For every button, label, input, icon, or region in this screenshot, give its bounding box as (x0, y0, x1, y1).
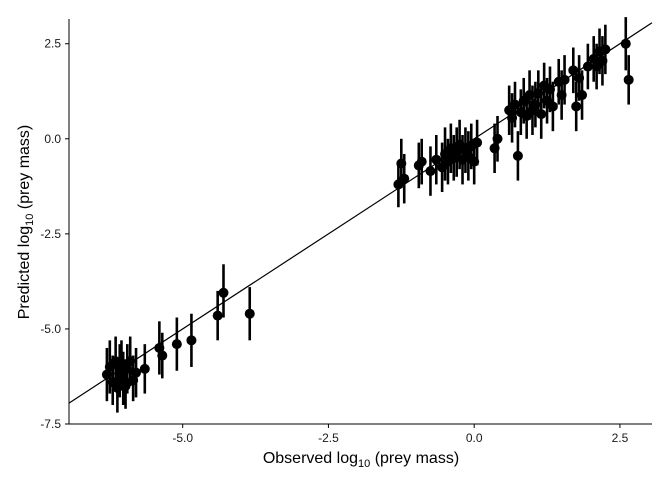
data-point (431, 154, 442, 165)
data-point (556, 90, 567, 101)
data-point (588, 53, 599, 64)
data-point (120, 380, 131, 391)
data-point (620, 38, 631, 49)
x-tick-label: -2.5 (318, 431, 339, 445)
data-point (118, 373, 129, 384)
data-point (186, 335, 197, 346)
data-point (530, 99, 541, 110)
data-point (574, 72, 585, 83)
data-point (577, 90, 588, 101)
data-point (492, 133, 503, 144)
data-point (122, 363, 133, 374)
data-point (139, 363, 150, 374)
data-point (416, 156, 427, 167)
data-point (559, 74, 570, 85)
data-point (101, 369, 112, 380)
data-point (524, 90, 535, 101)
chart-marks (68, 17, 653, 413)
identity-line (68, 22, 653, 404)
data-point (112, 382, 123, 393)
y-axis-ticks: -7.5 -5.0 -2.5 0.0 2.5 (40, 37, 69, 431)
data-point (451, 147, 462, 158)
data-point (512, 150, 523, 161)
data-point (623, 74, 634, 85)
data-point (125, 356, 136, 367)
x-axis-ticks: -5.0 -2.5 0.0 2.5 (172, 424, 629, 445)
data-point (568, 65, 579, 76)
x-axis-title: Observed log10 (prey mass) (263, 450, 459, 470)
data-point (600, 44, 611, 55)
data-point (157, 350, 168, 361)
data-point (509, 99, 520, 110)
data-point (212, 310, 223, 321)
x-tick-label: 0.0 (466, 431, 483, 445)
data-point (472, 137, 483, 148)
x-tick-label: 2.5 (612, 431, 629, 445)
data-point (571, 101, 582, 112)
data-point (582, 61, 593, 72)
y-tick-label: 2.5 (44, 37, 61, 51)
x-tick-label: -5.0 (172, 431, 193, 445)
data-point (128, 375, 139, 386)
data-point (244, 308, 255, 319)
data-point (154, 342, 165, 353)
data-point (489, 143, 500, 154)
data-point (171, 339, 182, 350)
data-point (597, 55, 608, 66)
data-point (469, 156, 480, 167)
data-point (425, 166, 436, 177)
y-tick-label: -7.5 (40, 417, 61, 431)
data-point (533, 88, 544, 99)
data-point (218, 287, 229, 298)
y-tick-label: 0.0 (44, 132, 61, 146)
data-point (131, 367, 142, 378)
data-point (507, 112, 518, 123)
data-point (536, 109, 547, 120)
y-tick-label: -5.0 (40, 322, 61, 336)
y-tick-label: -2.5 (40, 227, 61, 241)
data-point (399, 173, 410, 184)
data-point (544, 84, 555, 95)
y-axis-title: Predicted log10 (prey mass) (16, 125, 36, 320)
data-point (547, 101, 558, 112)
data-point (396, 158, 407, 169)
